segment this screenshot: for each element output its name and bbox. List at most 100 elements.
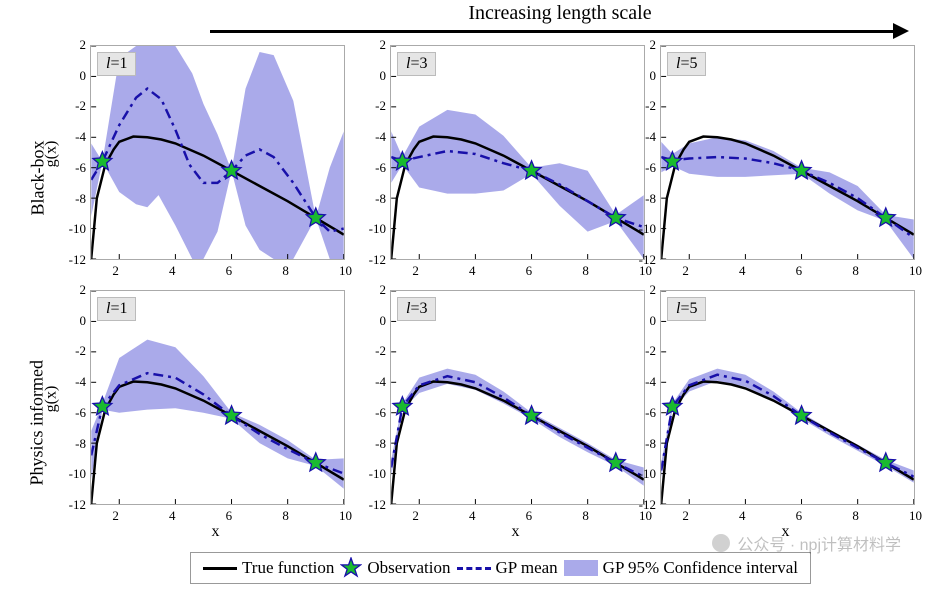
xtick-label: 4 [739, 508, 746, 524]
xtick-label: 8 [282, 508, 289, 524]
panel-tag: l=3 [397, 297, 436, 321]
ylabel: g(x) [42, 140, 60, 167]
xlabel: x [512, 523, 520, 541]
ytick-label: 0 [360, 313, 386, 329]
ytick-label: -6 [630, 160, 656, 176]
plot-svg [661, 291, 914, 504]
ci-band [391, 369, 644, 486]
ytick-label: 2 [630, 282, 656, 298]
xtick-label: 10 [909, 263, 922, 279]
xtick-label: 8 [282, 263, 289, 279]
ytick-label: -8 [60, 436, 86, 452]
ylabel: g(x) [42, 385, 60, 412]
ytick-label: -6 [360, 160, 386, 176]
ytick-label: -6 [630, 405, 656, 421]
ytick-label: -2 [60, 98, 86, 114]
ytick-label: -12 [60, 497, 86, 513]
ytick-label: -8 [360, 436, 386, 452]
ytick-label: 2 [360, 282, 386, 298]
ytick-label: -6 [60, 405, 86, 421]
xtick-label: 6 [796, 508, 803, 524]
ci-band [91, 46, 344, 259]
panel-r1-c1: l=3 [390, 290, 645, 505]
xtick-label: 8 [852, 508, 859, 524]
ytick-label: -8 [60, 191, 86, 207]
panel-r1-c0: l=1 [90, 290, 345, 505]
plot-svg [661, 46, 914, 259]
xtick-label: 4 [739, 263, 746, 279]
legend: True function Observation GP mean GP 95%… [190, 552, 811, 584]
ytick-label: -2 [630, 98, 656, 114]
xtick-label: 4 [469, 263, 476, 279]
panel-tag: l=1 [97, 52, 136, 76]
ytick-label: -4 [630, 129, 656, 145]
xtick-label: 2 [682, 263, 689, 279]
ytick-label: 2 [630, 37, 656, 53]
legend-observation: Observation [340, 557, 450, 579]
wechat-icon [711, 533, 731, 553]
panel-tag: l=5 [667, 52, 706, 76]
xtick-label: 4 [169, 508, 176, 524]
legend-label: GP 95% Confidence interval [603, 558, 798, 578]
ci-band [391, 110, 644, 259]
ytick-label: -2 [360, 343, 386, 359]
panel-tag: l=1 [97, 297, 136, 321]
ytick-label: 0 [60, 68, 86, 84]
ytick-label: -4 [60, 129, 86, 145]
xtick-label: 2 [112, 263, 119, 279]
ytick-label: -6 [360, 405, 386, 421]
ytick-label: -12 [360, 252, 386, 268]
panel-r0-c2: l=5 [660, 45, 915, 260]
plot-svg [391, 291, 644, 504]
ytick-label: -4 [360, 374, 386, 390]
xtick-label: 2 [682, 508, 689, 524]
ytick-label: 2 [60, 282, 86, 298]
true-function-line [661, 382, 914, 504]
ytick-label: -2 [630, 343, 656, 359]
ytick-label: -6 [60, 160, 86, 176]
watermark: 公众号 · npj计算材料学 [711, 531, 901, 555]
ytick-label: 2 [60, 37, 86, 53]
xtick-label: 6 [526, 508, 533, 524]
figure-root: Increasing length scale Black-box Physic… [0, 0, 951, 589]
ytick-label: -12 [630, 252, 656, 268]
legend-swatch-line [203, 567, 237, 570]
panel-r0-c1: l=3 [390, 45, 645, 260]
ytick-label: -8 [630, 191, 656, 207]
ytick-label: -12 [630, 497, 656, 513]
ytick-label: -4 [60, 374, 86, 390]
ytick-label: -4 [360, 129, 386, 145]
legend-label: True function [242, 558, 334, 578]
ytick-label: -4 [630, 374, 656, 390]
plot-svg [91, 291, 344, 504]
ytick-label: 0 [630, 313, 656, 329]
xtick-label: 6 [226, 508, 233, 524]
legend-true-function: True function [203, 558, 334, 578]
ytick-label: 0 [60, 313, 86, 329]
ytick-label: -10 [360, 221, 386, 237]
plot-svg [391, 46, 644, 259]
ytick-label: 0 [360, 68, 386, 84]
ytick-label: -2 [60, 343, 86, 359]
xtick-label: 2 [112, 508, 119, 524]
xtick-label: 6 [226, 263, 233, 279]
ytick-label: 0 [630, 68, 656, 84]
true-function-line [391, 382, 644, 504]
ytick-label: -8 [630, 436, 656, 452]
length-scale-arrow [210, 30, 895, 33]
panel-r1-c2: l=5 [660, 290, 915, 505]
xlabel: x [212, 523, 220, 541]
plot-svg [91, 46, 344, 259]
xtick-label: 8 [852, 263, 859, 279]
xtick-label: 6 [526, 263, 533, 279]
xtick-label: 10 [339, 263, 352, 279]
ci-band [661, 137, 914, 259]
ytick-label: -10 [630, 466, 656, 482]
ytick-label: -12 [360, 497, 386, 513]
ytick-label: 2 [360, 37, 386, 53]
panel-tag: l=5 [667, 297, 706, 321]
legend-label: GP mean [496, 558, 558, 578]
star-icon [340, 557, 362, 579]
ci-band [91, 340, 344, 489]
gp-mean-line [661, 375, 914, 477]
